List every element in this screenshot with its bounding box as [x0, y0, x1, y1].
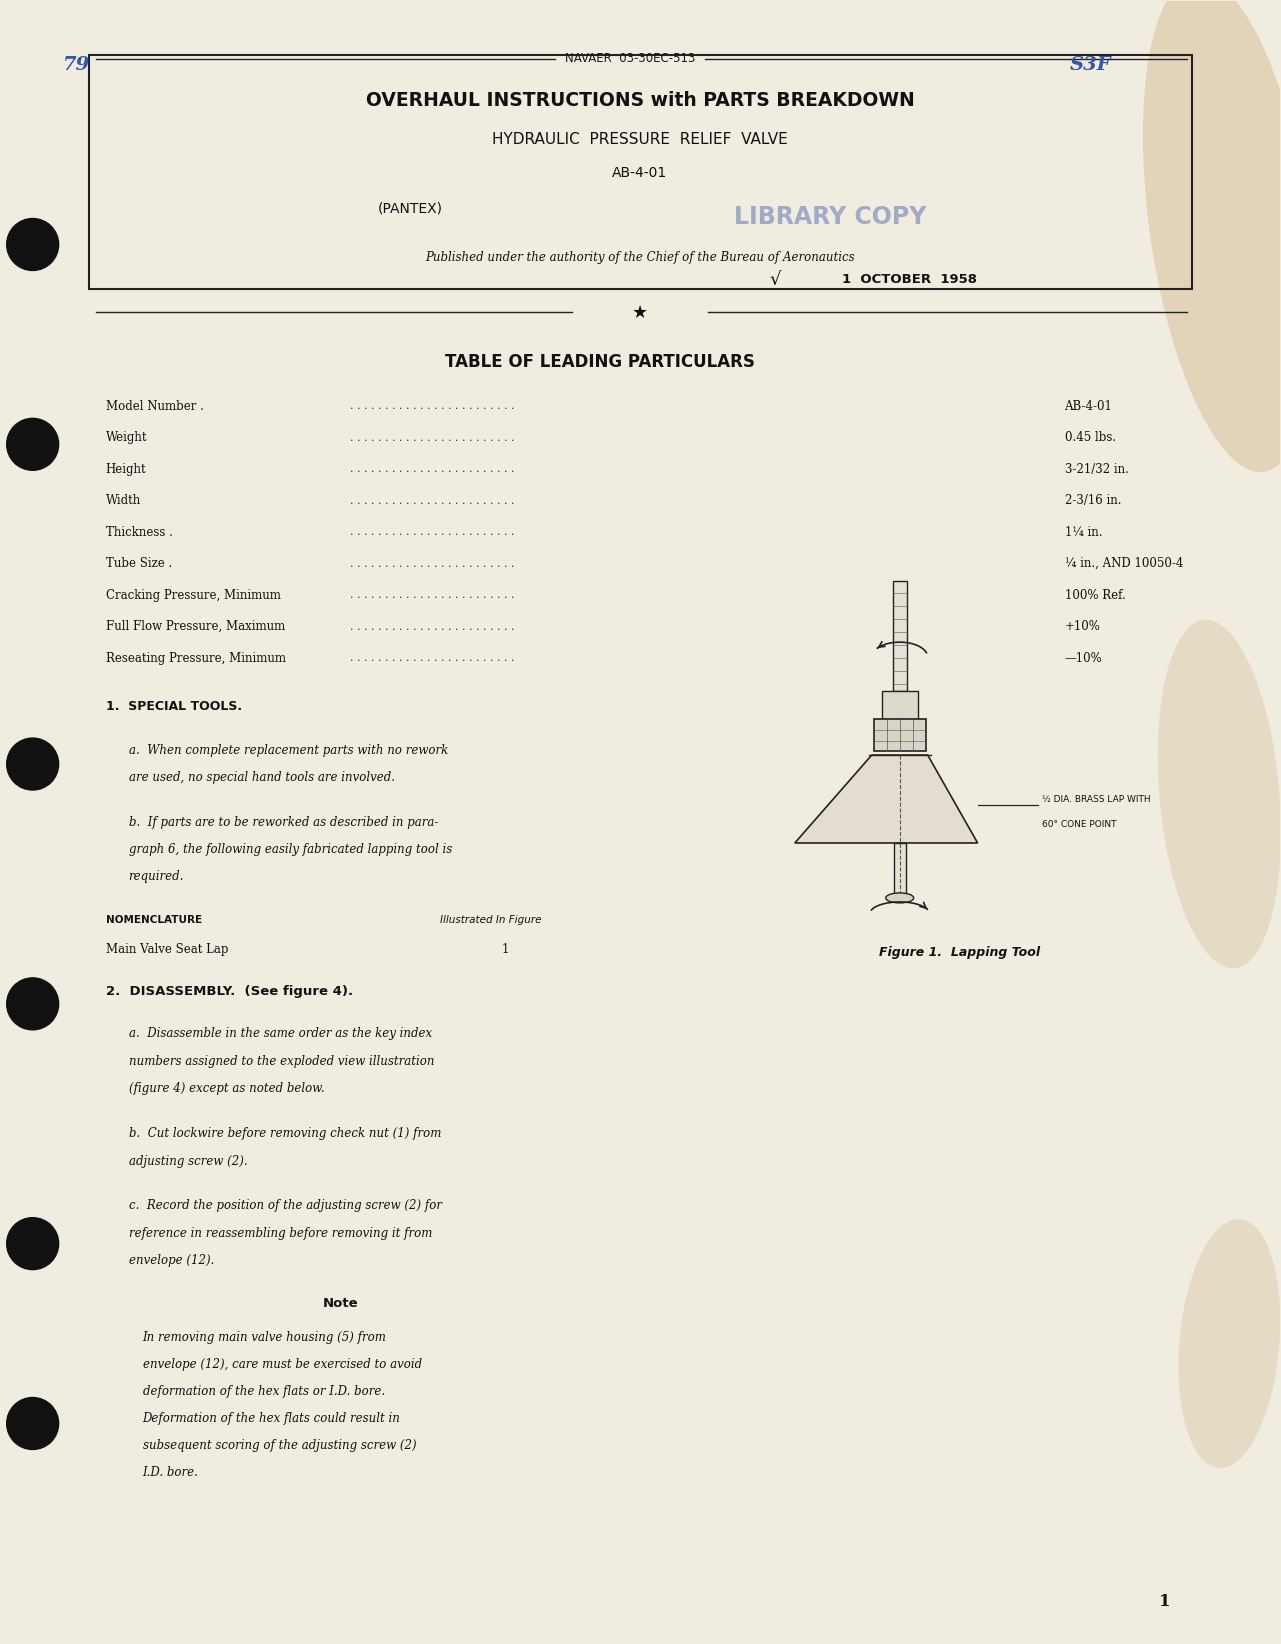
Text: 2-3/16 in.: 2-3/16 in.	[1065, 495, 1121, 508]
Text: are used, no special hand tools are involved.: are used, no special hand tools are invo…	[128, 771, 395, 784]
Circle shape	[6, 418, 59, 470]
Text: graph 6, the following easily fabricated lapping tool is: graph 6, the following easily fabricated…	[128, 843, 452, 857]
Text: 100% Ref.: 100% Ref.	[1065, 589, 1125, 602]
Text: Published under the authority of the Chief of the Bureau of Aeronautics: Published under the authority of the Chi…	[425, 252, 854, 265]
Text: OVERHAUL INSTRUCTIONS with PARTS BREAKDOWN: OVERHAUL INSTRUCTIONS with PARTS BREAKDO…	[365, 90, 915, 110]
Text: a.  When complete replacement parts with no rework: a. When complete replacement parts with …	[128, 743, 448, 756]
Text: Model Number .: Model Number .	[105, 399, 204, 413]
Text: . . . . . . . . . . . . . . . . . . . . . . . .: . . . . . . . . . . . . . . . . . . . . …	[350, 496, 515, 506]
Text: (figure 4) except as noted below.: (figure 4) except as noted below.	[128, 1082, 324, 1095]
Ellipse shape	[885, 893, 913, 903]
Text: ½ DIA. BRASS LAP WITH: ½ DIA. BRASS LAP WITH	[1041, 794, 1150, 804]
Bar	[874, 718, 926, 751]
Text: Tube Size .: Tube Size .	[105, 557, 172, 570]
Text: b.  Cut lockwire before removing check nut (1) from: b. Cut lockwire before removing check nu…	[128, 1128, 441, 1141]
Text: S3F: S3F	[1070, 56, 1111, 74]
Text: 60° CONE POINT: 60° CONE POINT	[1041, 820, 1116, 830]
Text: I.D. bore.: I.D. bore.	[142, 1466, 199, 1480]
Circle shape	[6, 1397, 59, 1450]
Text: TABLE OF LEADING PARTICULARS: TABLE OF LEADING PARTICULARS	[445, 353, 755, 372]
Text: Illustrated In Figure: Illustrated In Figure	[441, 916, 542, 926]
Text: 1.  SPECIAL TOOLS.: 1. SPECIAL TOOLS.	[105, 700, 242, 712]
Text: Figure 1.  Lapping Tool: Figure 1. Lapping Tool	[879, 947, 1040, 960]
Text: NOMENCLATURE: NOMENCLATURE	[105, 916, 201, 926]
Text: b.  If parts are to be reworked as described in para-: b. If parts are to be reworked as descri…	[128, 815, 438, 829]
Text: Cracking Pressure, Minimum: Cracking Pressure, Minimum	[105, 589, 281, 602]
Text: (PANTEX): (PANTEX)	[378, 202, 443, 215]
Text: . . . . . . . . . . . . . . . . . . . . . . . .: . . . . . . . . . . . . . . . . . . . . …	[350, 528, 515, 538]
Text: reference in reassembling before removing it from: reference in reassembling before removin…	[128, 1226, 432, 1240]
Text: Deformation of the hex flats could result in: Deformation of the hex flats could resul…	[142, 1412, 401, 1425]
Text: ★: ★	[632, 304, 648, 322]
Ellipse shape	[1158, 620, 1281, 968]
Text: 79: 79	[63, 56, 90, 74]
Text: +10%: +10%	[1065, 620, 1100, 633]
Text: 1: 1	[501, 944, 509, 957]
Text: In removing main valve housing (5) from: In removing main valve housing (5) from	[142, 1332, 387, 1345]
Text: 1¼ in.: 1¼ in.	[1065, 526, 1102, 539]
Text: subsequent scoring of the adjusting screw (2): subsequent scoring of the adjusting scre…	[142, 1438, 416, 1452]
Text: c.  Record the position of the adjusting screw (2) for: c. Record the position of the adjusting …	[128, 1198, 442, 1212]
Text: numbers assigned to the exploded view illustration: numbers assigned to the exploded view il…	[128, 1055, 434, 1069]
Circle shape	[6, 1218, 59, 1269]
Text: . . . . . . . . . . . . . . . . . . . . . . . .: . . . . . . . . . . . . . . . . . . . . …	[350, 401, 515, 411]
Text: required.: required.	[128, 870, 184, 883]
Text: 1  OCTOBER  1958: 1 OCTOBER 1958	[842, 273, 977, 286]
Bar	[893, 582, 907, 690]
Text: . . . . . . . . . . . . . . . . . . . . . . . .: . . . . . . . . . . . . . . . . . . . . …	[350, 590, 515, 600]
Text: . . . . . . . . . . . . . . . . . . . . . . . .: . . . . . . . . . . . . . . . . . . . . …	[350, 559, 515, 569]
Text: Full Flow Pressure, Maximum: Full Flow Pressure, Maximum	[105, 620, 284, 633]
Text: adjusting screw (2).: adjusting screw (2).	[128, 1154, 247, 1167]
Text: NAVAER  03-30EC-513: NAVAER 03-30EC-513	[565, 53, 696, 66]
Text: AB-4-01: AB-4-01	[1065, 399, 1112, 413]
Circle shape	[6, 738, 59, 791]
Ellipse shape	[1143, 0, 1281, 472]
Text: . . . . . . . . . . . . . . . . . . . . . . . .: . . . . . . . . . . . . . . . . . . . . …	[350, 464, 515, 475]
Bar	[881, 690, 917, 718]
Text: . . . . . . . . . . . . . . . . . . . . . . . .: . . . . . . . . . . . . . . . . . . . . …	[350, 653, 515, 663]
Text: Note: Note	[323, 1297, 359, 1310]
Text: Main Valve Seat Lap: Main Valve Seat Lap	[105, 944, 228, 957]
Text: . . . . . . . . . . . . . . . . . . . . . . . .: . . . . . . . . . . . . . . . . . . . . …	[350, 432, 515, 442]
Text: ¼ in., AND 10050-4: ¼ in., AND 10050-4	[1065, 557, 1182, 570]
Text: —10%: —10%	[1065, 651, 1102, 664]
Bar	[88, 54, 1193, 289]
Text: a.  Disassemble in the same order as the key index: a. Disassemble in the same order as the …	[128, 1028, 432, 1041]
Text: envelope (12), care must be exercised to avoid: envelope (12), care must be exercised to…	[142, 1358, 421, 1371]
Text: . . . . . . . . . . . . . . . . . . . . . . . .: . . . . . . . . . . . . . . . . . . . . …	[350, 621, 515, 631]
Text: Height: Height	[105, 464, 146, 475]
Text: √: √	[769, 271, 780, 288]
Bar	[894, 843, 906, 898]
Text: LIBRARY COPY: LIBRARY COPY	[734, 204, 926, 229]
Text: deformation of the hex flats or I.D. bore.: deformation of the hex flats or I.D. bor…	[142, 1384, 384, 1397]
Text: 1: 1	[1159, 1593, 1170, 1609]
Text: 0.45 lbs.: 0.45 lbs.	[1065, 431, 1116, 444]
Text: 2.  DISASSEMBLY.  (See figure 4).: 2. DISASSEMBLY. (See figure 4).	[105, 985, 352, 998]
Text: Thickness .: Thickness .	[105, 526, 173, 539]
Text: 3-21/32 in.: 3-21/32 in.	[1065, 464, 1129, 475]
Text: Reseating Pressure, Minimum: Reseating Pressure, Minimum	[105, 651, 286, 664]
Polygon shape	[794, 755, 977, 843]
Circle shape	[6, 978, 59, 1029]
Text: HYDRAULIC  PRESSURE  RELIEF  VALVE: HYDRAULIC PRESSURE RELIEF VALVE	[492, 132, 788, 146]
Circle shape	[6, 219, 59, 271]
Text: AB-4-01: AB-4-01	[612, 166, 667, 179]
Ellipse shape	[1179, 1220, 1280, 1468]
Text: Weight: Weight	[105, 431, 147, 444]
Text: envelope (12).: envelope (12).	[128, 1254, 214, 1268]
Text: Width: Width	[105, 495, 141, 508]
